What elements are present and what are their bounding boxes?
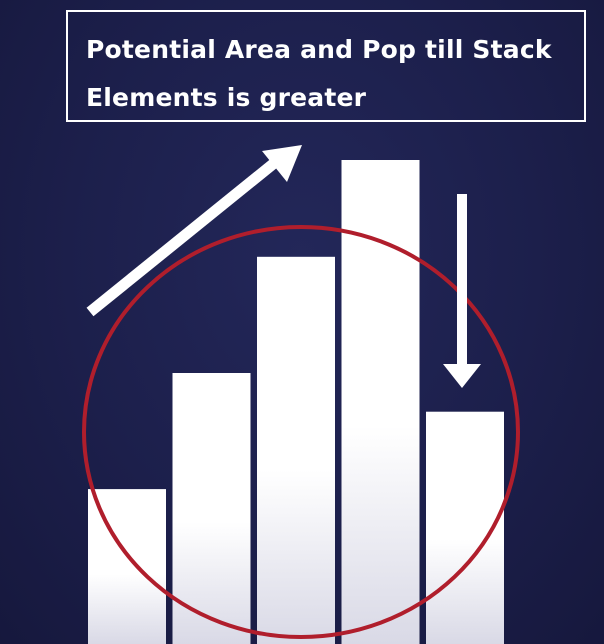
highlight-circle bbox=[82, 225, 520, 639]
bars-group bbox=[88, 160, 504, 644]
title-box: Potential Area and Pop till Stack Elemen… bbox=[66, 10, 586, 122]
stack-bar bbox=[257, 256, 335, 644]
diagram-title: Potential Area and Pop till Stack Elemen… bbox=[86, 35, 552, 112]
stack-bar bbox=[172, 373, 251, 644]
arrow-up-right-icon bbox=[86, 145, 302, 317]
arrow-down-icon bbox=[443, 194, 481, 388]
